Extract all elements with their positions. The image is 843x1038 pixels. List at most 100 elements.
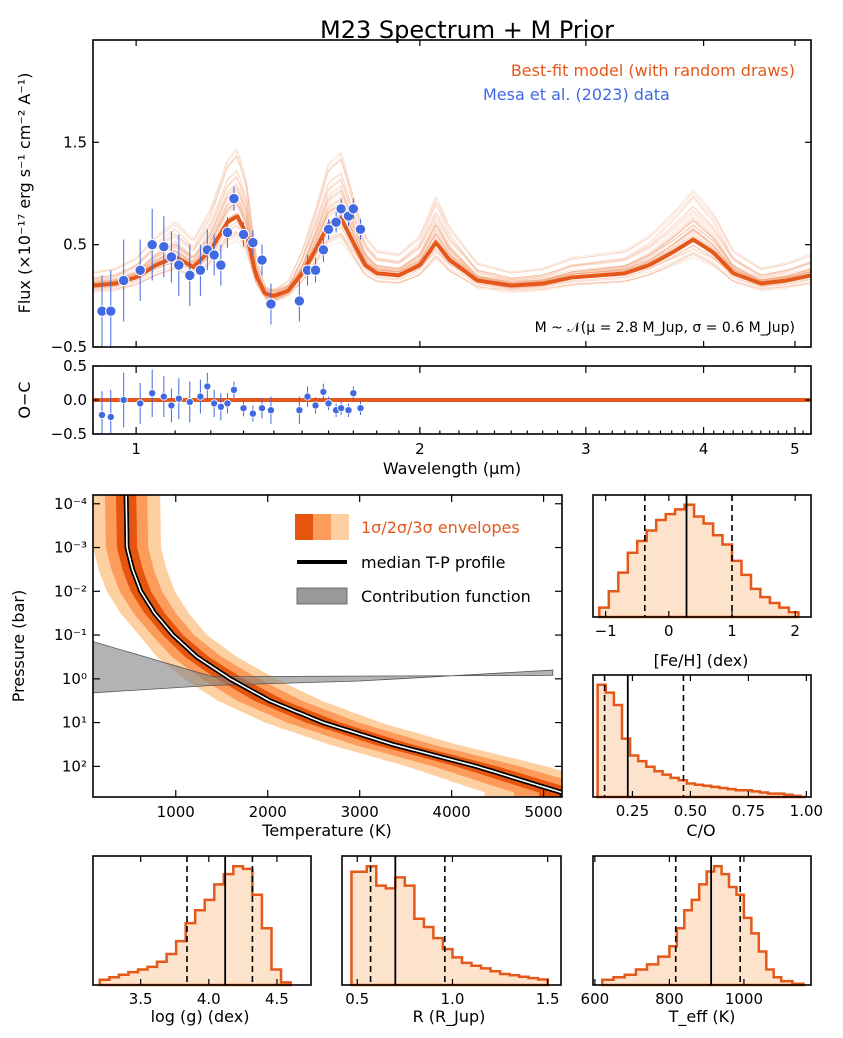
median-tp-line xyxy=(125,495,562,797)
model-draw-line xyxy=(92,193,811,298)
data-point xyxy=(330,216,342,228)
y-tick-label: 10⁻² xyxy=(54,582,87,600)
data-point xyxy=(117,274,130,287)
histogram-bars xyxy=(598,503,800,619)
legend-env3-swatch xyxy=(331,514,349,540)
data-point xyxy=(309,264,322,276)
residual-y-ticks: −0.5 0.0 0.5 xyxy=(51,357,811,443)
x-tick-label: 1000 xyxy=(157,803,195,821)
tp-envelopes xyxy=(93,495,562,797)
y-tick-label: 0.5 xyxy=(63,236,87,254)
x-tick-label: 3000 xyxy=(341,803,379,821)
residual-point xyxy=(210,399,219,408)
residual-point xyxy=(324,399,333,408)
x-tick-label: 0.5 xyxy=(345,990,369,1008)
x-tick-label: 1 xyxy=(727,622,737,640)
model-random-draws xyxy=(92,148,811,302)
residual-point xyxy=(159,392,168,401)
x-tick-label: −1 xyxy=(595,622,617,640)
residual-point xyxy=(174,394,183,403)
residual-point xyxy=(223,399,232,408)
co-axis-label: C/O xyxy=(686,821,715,840)
data-point xyxy=(256,254,268,266)
radius-axis-label: R (R_Jup) xyxy=(413,1007,486,1027)
model-draw-line xyxy=(92,240,811,298)
x-tick-label: 1.0 xyxy=(441,990,465,1008)
residual-point xyxy=(344,406,353,415)
legend-contrib: Contribution function xyxy=(361,587,531,606)
best-fit-model-line xyxy=(92,214,811,298)
x-tick-label: 4000 xyxy=(433,803,471,821)
legend-contrib-swatch xyxy=(296,587,348,605)
data-point xyxy=(322,223,335,236)
x-tick-label: 4 xyxy=(699,440,709,458)
model-draw-line xyxy=(92,188,811,297)
x-tick-label: 5000 xyxy=(525,803,563,821)
x-tick-label: 600 xyxy=(581,990,610,1008)
teff-axis-label: T_eff (K) xyxy=(668,1007,736,1027)
tp-frame xyxy=(92,494,563,798)
model-draw-line xyxy=(92,148,811,290)
model-draw-line xyxy=(92,196,811,302)
model-draw-line xyxy=(92,177,811,301)
data-point xyxy=(165,251,178,263)
y-tick-label: 10¹ xyxy=(62,714,87,732)
residual-point xyxy=(266,406,275,415)
residual-panel: −0.5 0.0 0.5 1 2 3 4 5 O−C Wavelength (μm) xyxy=(15,357,812,478)
x-tick-label: 2 xyxy=(415,440,425,458)
residual-point xyxy=(311,401,320,410)
residual-point xyxy=(196,392,205,401)
data-point xyxy=(208,249,220,261)
x-tick-label: 1.5 xyxy=(536,990,560,1008)
wavelength-ticks: 1 2 3 4 5 xyxy=(92,366,812,458)
model-draw-line xyxy=(92,190,811,296)
oc-axis-label: O−C xyxy=(15,381,34,418)
model-draw-line xyxy=(92,201,811,296)
model-draw-line xyxy=(92,212,811,291)
tp-profile-panel: 1000 2000 3000 4000 5000 10⁻⁴ 10⁻³ 10⁻² 10⁻¹ 10⁰ 1… xyxy=(9,494,563,840)
residual-points xyxy=(97,369,365,434)
data-point xyxy=(221,226,234,239)
residual-point xyxy=(349,389,358,398)
model-draw-line xyxy=(92,176,811,294)
y-tick-label: 10² xyxy=(62,757,87,775)
y-tick-label: −0.5 xyxy=(51,425,87,443)
histogram-frame xyxy=(592,674,812,798)
model-draw-line xyxy=(92,175,811,293)
hist-radius-panel: 0.5 1.0 1.5 xyxy=(341,855,562,1008)
model-draw-line xyxy=(92,187,811,298)
x-tick-label: 1000 xyxy=(725,990,763,1008)
model-draw-line xyxy=(92,150,811,292)
histogram-frame xyxy=(592,855,812,986)
x-tick-label: 3 xyxy=(581,440,591,458)
hist-co-panel: 0.25 0.50 0.75 1.00 xyxy=(592,674,823,820)
residual-point xyxy=(356,404,365,413)
residual-point xyxy=(337,404,346,413)
prior-annotation: M ~ 𝒩(μ = 2.8 M_Jup, σ = 0.6 M_Jup) xyxy=(535,320,795,336)
hist-feh-panel: −1 0 1 2 xyxy=(592,494,812,640)
hist-teff-panel: 600 800 1000 xyxy=(581,855,812,1008)
model-draw-line xyxy=(92,202,811,300)
y-tick-label: 10⁰ xyxy=(62,670,87,688)
data-point xyxy=(317,244,330,256)
histogram-bars xyxy=(98,865,292,987)
residual-point xyxy=(295,406,304,415)
data-point xyxy=(158,241,170,253)
legend-env1-swatch xyxy=(295,514,313,540)
residual-point xyxy=(319,387,328,396)
x-tick-label: 4.5 xyxy=(265,990,289,1008)
histogram-frame xyxy=(341,855,562,986)
pressure-axis-label: Pressure (bar) xyxy=(9,590,28,702)
residual-point xyxy=(97,410,106,419)
data-point xyxy=(184,269,196,282)
data-point xyxy=(134,264,146,276)
spectrum-frame xyxy=(92,39,812,348)
residual-point xyxy=(203,382,212,391)
data-point xyxy=(194,264,207,276)
data-point xyxy=(215,259,227,271)
model-draw-line xyxy=(92,201,811,296)
histogram-bars xyxy=(350,865,549,987)
legend-model: Best-fit model (with random draws) xyxy=(511,61,795,80)
residual-point xyxy=(106,412,115,421)
model-draw-line xyxy=(92,182,811,299)
